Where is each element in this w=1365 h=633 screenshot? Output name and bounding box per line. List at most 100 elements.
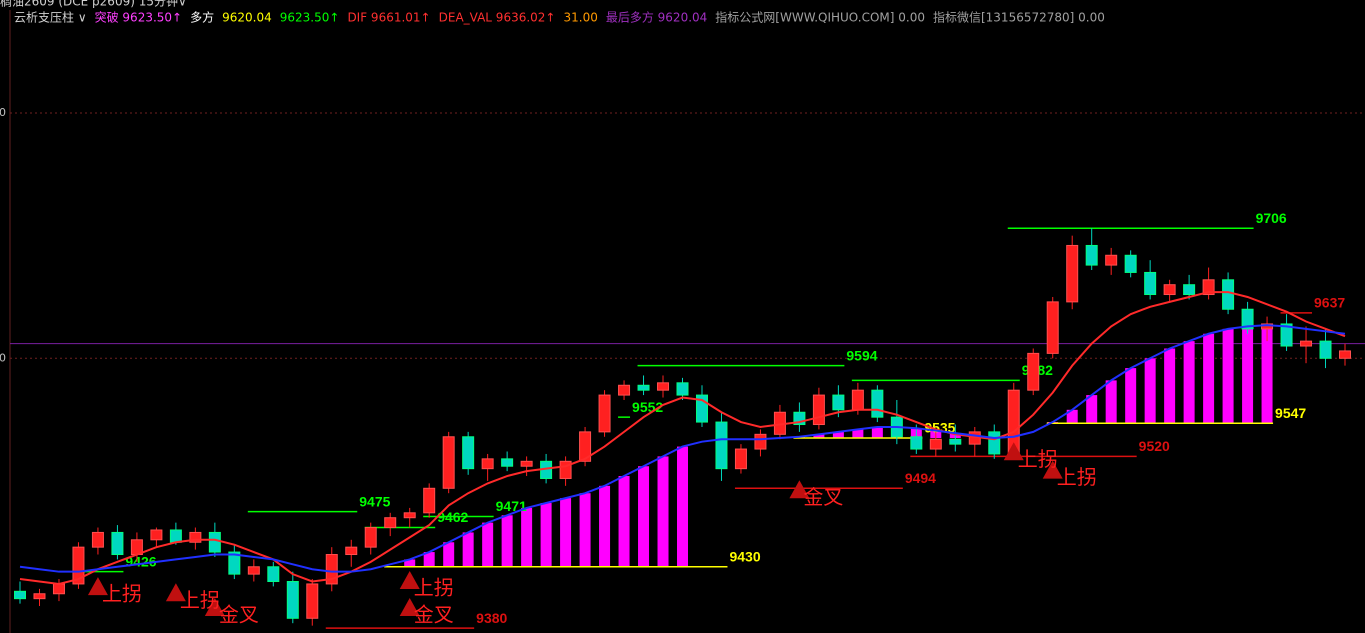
candle-body (598, 394, 611, 433)
candle-body (1027, 352, 1040, 391)
signal-label: 上拐 (1057, 465, 1097, 489)
candle-body (637, 384, 650, 391)
signal-arrow (204, 598, 225, 617)
column (521, 507, 533, 567)
candle-body (812, 394, 825, 426)
candle-body (910, 436, 923, 450)
indicator-value: 最后多方 9620.04 (606, 10, 707, 25)
signal-arrow (399, 571, 420, 590)
indicator-value: 指标微信[13156572780] 0.00 (933, 10, 1105, 25)
column (501, 515, 513, 567)
column (1086, 395, 1098, 424)
candle-body (286, 580, 299, 619)
candle-body (520, 460, 533, 467)
candle-body (1144, 271, 1157, 296)
candle-body (189, 531, 202, 543)
signal-label: 上拐 (414, 576, 454, 600)
candle-body (208, 531, 221, 553)
candle-body (1202, 279, 1215, 296)
signal-label: 金叉 (803, 485, 843, 509)
candle-body (1300, 340, 1313, 347)
indicator-value: 9623.50↑ (280, 11, 340, 25)
signal-label: 上拐 (180, 588, 220, 612)
candle-body (364, 527, 377, 548)
column (1164, 348, 1176, 424)
candle-body (754, 433, 767, 450)
candle-body (657, 382, 670, 391)
column (579, 493, 591, 567)
candle-body (462, 436, 475, 470)
column (1222, 328, 1234, 424)
candle-body (247, 566, 260, 575)
column (1144, 358, 1156, 424)
indicator-value: 突破 9623.50↑ (95, 10, 183, 25)
level-label: 9430 (729, 548, 760, 564)
candle-body (1339, 350, 1351, 359)
column (482, 522, 494, 567)
y-tick-label: 9600 (0, 351, 6, 364)
candle-body (676, 382, 689, 396)
column (618, 476, 630, 567)
y-tick-label: 9800 (0, 106, 6, 119)
signal-arrow (1042, 460, 1063, 479)
signal-arrow (399, 598, 420, 617)
signal-label: 金叉 (219, 603, 259, 627)
candle-body (1241, 308, 1254, 330)
candle-body (325, 554, 338, 585)
indicator-bar: 云析支压柱 ∨ 突破 9623.50↑ 多方 9620.04 9623.50↑ DIF 9… (14, 10, 1105, 25)
candle-body (33, 593, 46, 600)
level-label: 9380 (476, 610, 507, 626)
level-label: 9637 (1314, 295, 1345, 311)
candle-body (345, 546, 358, 556)
column (871, 426, 883, 439)
candle-body (832, 394, 845, 411)
candle-body (579, 431, 592, 462)
signal-arrow (87, 577, 108, 596)
signal-arrow (789, 480, 810, 499)
column (404, 559, 416, 567)
candle-body (695, 394, 708, 423)
signal-label: 金叉 (414, 603, 454, 627)
candle-body (384, 517, 397, 529)
candle-body (501, 458, 514, 467)
level-label: 9706 (1256, 210, 1287, 226)
column (1183, 341, 1195, 424)
level-label: 9426 (125, 553, 156, 569)
candle-body (228, 551, 241, 575)
column (540, 503, 552, 567)
candle-body (715, 421, 728, 470)
level-label: 9520 (1139, 438, 1170, 454)
candle-body (52, 583, 65, 595)
candle-body (559, 460, 572, 479)
level-label: 9494 (905, 470, 936, 486)
candle-body (403, 512, 416, 519)
indicator-value: 31.00 (563, 11, 597, 25)
candle-body (949, 438, 962, 445)
candle-body (1085, 244, 1098, 266)
signal-arrow (1003, 442, 1024, 461)
candle-body (871, 389, 884, 418)
ma-line (19, 324, 1346, 573)
column (677, 446, 688, 567)
candle-body (481, 458, 494, 470)
column (1125, 368, 1137, 424)
indicator-value: DEA_VAL 9636.02↑ (439, 11, 556, 25)
candle-body (988, 431, 1001, 455)
column (638, 466, 650, 567)
candle-body (618, 384, 631, 396)
indicator-value: 9620.04 (222, 11, 272, 25)
indicator-value: 多方 (190, 10, 214, 25)
candle-body (1222, 279, 1235, 310)
indicator-value: 指标公式网[WWW.QIHUO.COM] 0.00 (715, 10, 925, 25)
signal-label: 上拐 (1018, 447, 1058, 471)
candle-body (1319, 340, 1332, 359)
candle-body (1066, 244, 1079, 303)
signal-label: 上拐 (102, 582, 142, 606)
candle-body (1124, 254, 1137, 273)
candle-body (793, 411, 806, 426)
indicator-value: 云析支压柱 ∨ (14, 10, 87, 25)
level-label: 9471 (496, 498, 527, 514)
candle-body (111, 531, 124, 556)
level-label: 9547 (1275, 405, 1306, 421)
